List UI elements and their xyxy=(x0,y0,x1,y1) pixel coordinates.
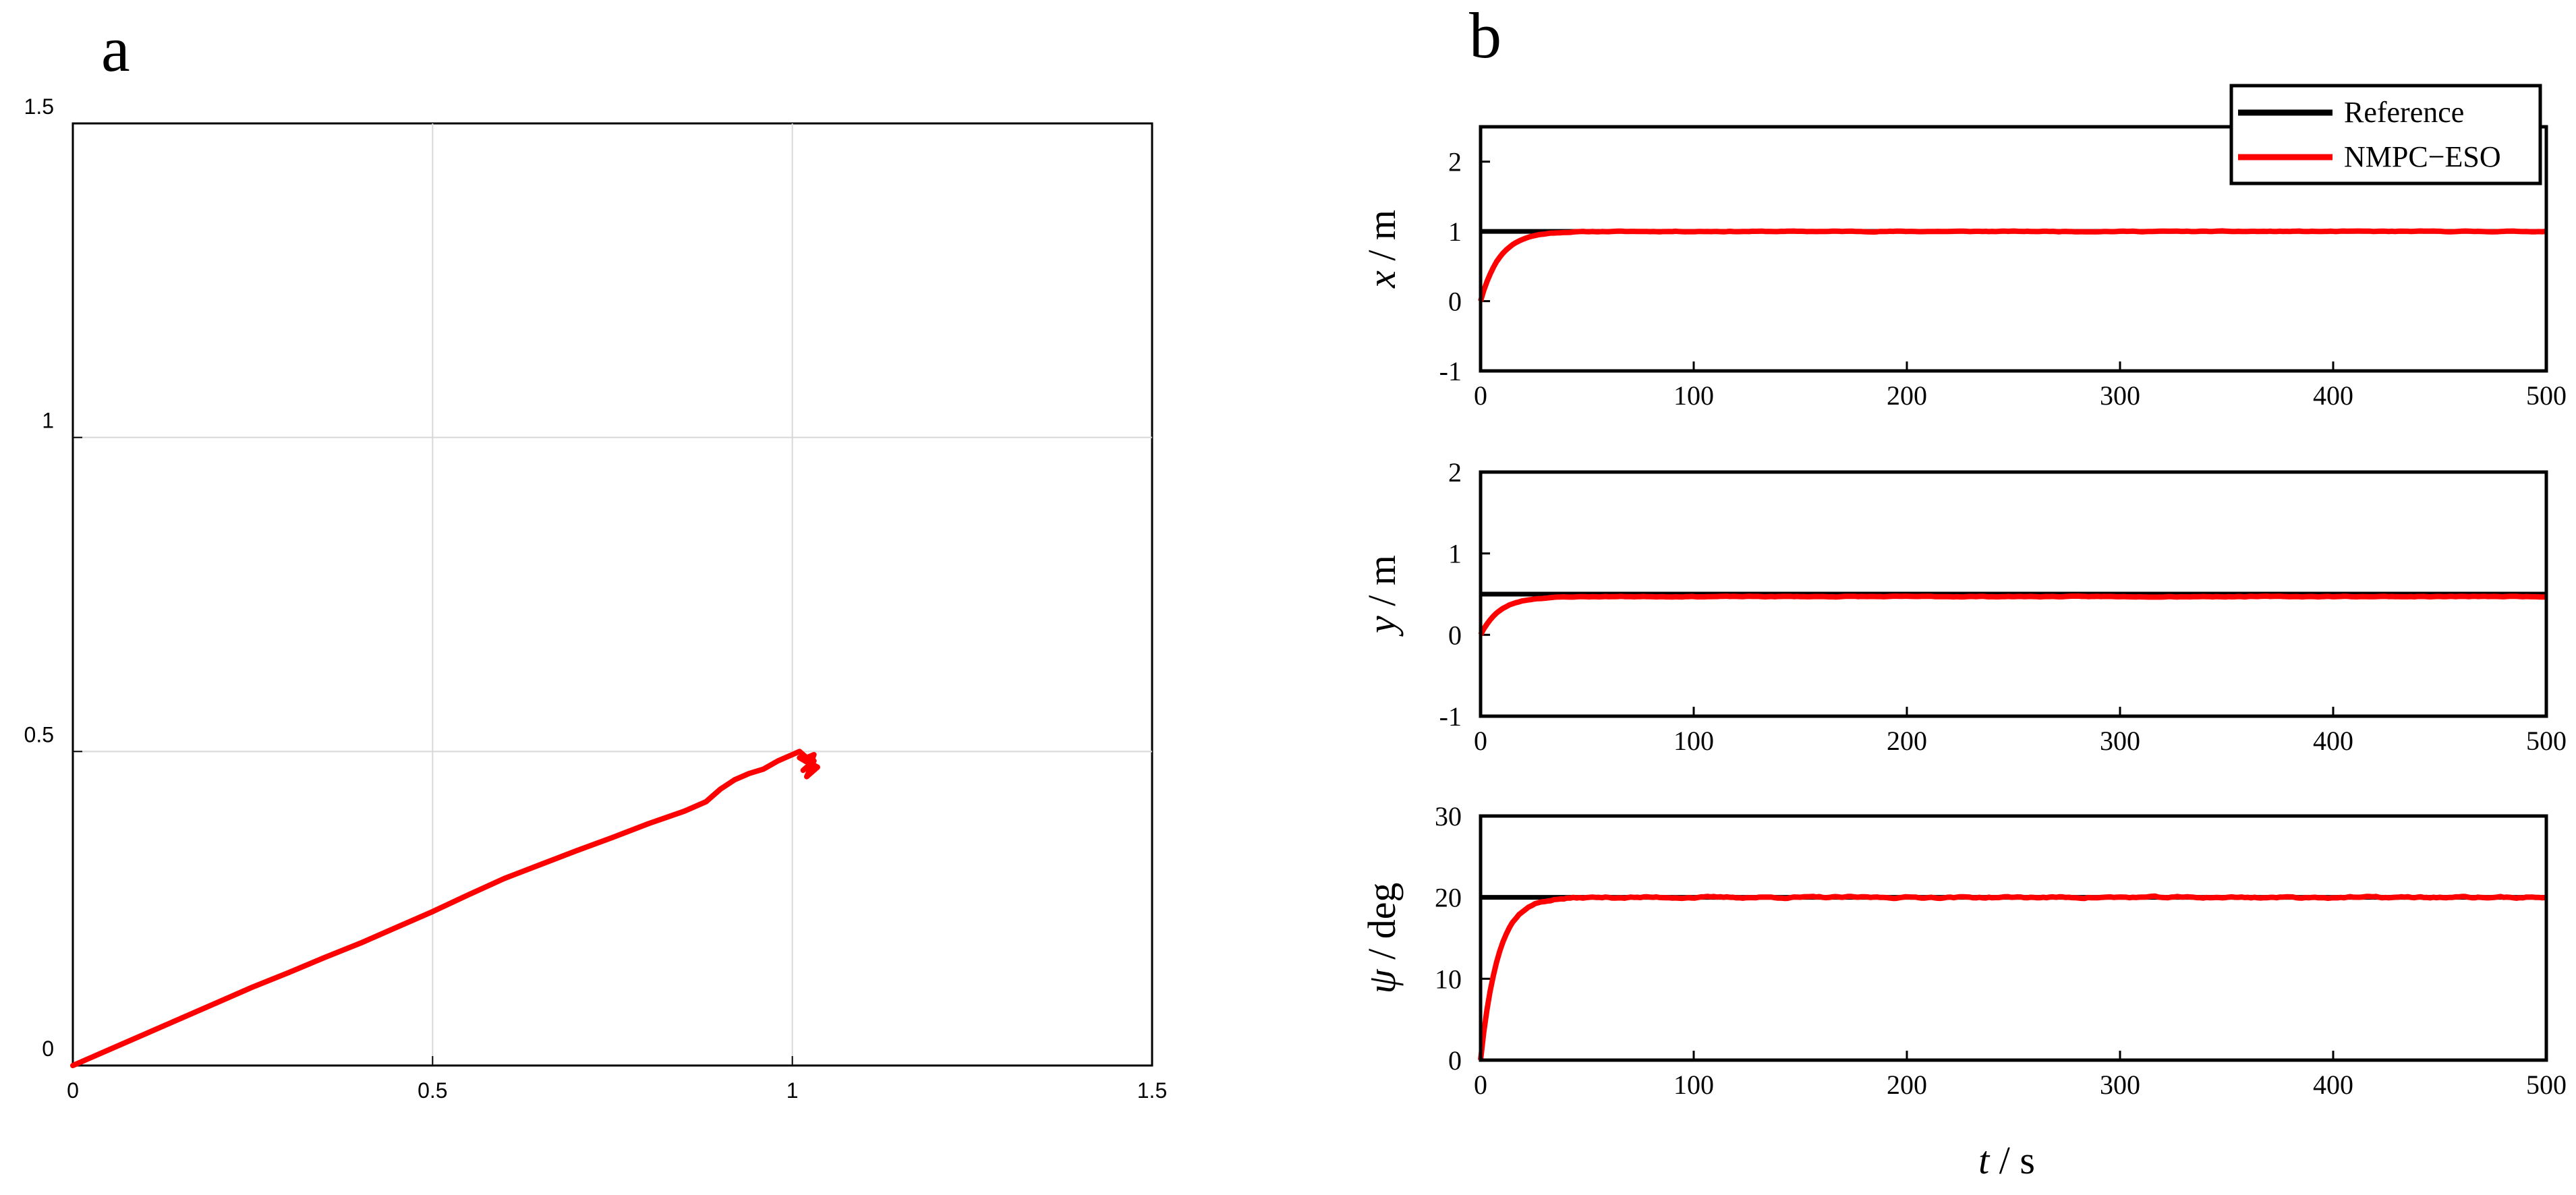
y-axis-label: ψ / deg xyxy=(1360,883,1404,994)
x-tick-label: 1 xyxy=(786,1078,799,1103)
legend-reference-label: Reference xyxy=(2344,96,2464,129)
y-axis-label-variable: y xyxy=(1360,616,1404,637)
y-tick-label: 0 xyxy=(1448,620,1462,650)
trajectory-line xyxy=(70,749,820,1068)
y-tick-label: 0 xyxy=(1448,287,1462,317)
panel-label-a: a xyxy=(101,13,130,85)
panel-label-b: b xyxy=(1469,0,1501,71)
x-tick-label: 100 xyxy=(1673,1070,1714,1100)
x-tick-label: 400 xyxy=(2313,380,2353,411)
y-tick-label: 30 xyxy=(1435,801,1462,832)
y-tick-label: 1.5 xyxy=(24,94,54,119)
y-tick-label: 0 xyxy=(1448,1045,1462,1076)
y-tick-label: -1 xyxy=(1439,356,1462,386)
y-tick-label: -1 xyxy=(1439,701,1462,732)
y-tick-label: 0.5 xyxy=(24,722,54,747)
y-tick-label: 20 xyxy=(1435,883,1462,913)
legend-box xyxy=(2229,84,2542,185)
subplot-frame xyxy=(1479,470,2548,718)
nmpc-eso-line xyxy=(1478,593,2546,637)
legend: Reference NMPC−ESO xyxy=(2229,84,2542,185)
x-tick-label: 0 xyxy=(67,1078,79,1103)
x-axis-label: t / s xyxy=(1978,1138,2035,1182)
y-tick-label: 2 xyxy=(1448,457,1462,488)
x-tick-label: 0.5 xyxy=(418,1078,447,1103)
x-tick-label: 400 xyxy=(2313,1070,2353,1100)
nmpc-eso-line xyxy=(1478,893,2546,1061)
x-tick-label: 1.5 xyxy=(1137,1078,1167,1103)
y-tick-label: 1 xyxy=(42,409,54,433)
plot-a-frame xyxy=(71,122,1153,1067)
plot-a-grid xyxy=(73,123,1152,1066)
heading-plot: 0 100 200 300 400 500 0 10 20 30 ψ / deg t / s xyxy=(1360,801,2567,1182)
y-axis-label-unit: / deg xyxy=(1360,883,1404,970)
x-position-plot: 0 100 200 300 400 500 -1 0 1 2 x / m xyxy=(1360,125,2567,411)
subplot-frame xyxy=(1479,125,2548,373)
x-axis-label-unit: / s xyxy=(1989,1138,2035,1182)
x-tick-label: 500 xyxy=(2526,726,2567,756)
y-position-plot: 0 100 200 300 400 500 -1 0 1 2 y / m xyxy=(1360,457,2567,756)
x-tick-label: 0 xyxy=(1474,726,1487,756)
x-tick-label: 300 xyxy=(2100,1070,2140,1100)
plot-a-tick-labels: 0 0.5 1 1.5 0 0.5 1 1.5 xyxy=(24,94,1168,1103)
x-tick-label: 0 xyxy=(1474,380,1487,411)
x-tick-label: 300 xyxy=(2100,380,2140,411)
trajectory-plot: 0 0.5 1 1.5 0 0.5 1 1.5 xyxy=(24,94,1168,1103)
y-tick-label: 2 xyxy=(1448,147,1462,177)
plot-a-series xyxy=(70,749,820,1068)
x-tick-label: 500 xyxy=(2526,1070,2567,1100)
y-tick-label: 10 xyxy=(1435,964,1462,994)
y-axis-label: y / m xyxy=(1360,555,1404,637)
nmpc-eso-line xyxy=(1478,228,2546,302)
x-tick-label: 500 xyxy=(2526,380,2567,411)
x-tick-label: 200 xyxy=(1887,1070,1927,1100)
y-axis-label: x / m xyxy=(1360,210,1404,289)
legend-nmpc-eso-label: NMPC−ESO xyxy=(2344,140,2501,173)
x-tick-label: 0 xyxy=(1474,1070,1487,1100)
x-tick-label: 300 xyxy=(2100,726,2140,756)
y-tick-label: 1 xyxy=(1448,216,1462,247)
y-axis-label-variable: ψ xyxy=(1360,968,1404,993)
y-tick-label: 0 xyxy=(42,1037,54,1061)
y-tick-label: 1 xyxy=(1448,539,1462,569)
x-tick-label: 400 xyxy=(2313,726,2353,756)
x-axis-label-variable: t xyxy=(1978,1138,1991,1182)
x-tick-label: 100 xyxy=(1673,726,1714,756)
plot-a-ticks xyxy=(72,123,1153,1066)
y-axis-label-variable: x xyxy=(1360,270,1404,289)
x-tick-label: 100 xyxy=(1673,380,1714,411)
subplot-frame xyxy=(1479,814,2548,1062)
x-tick-label: 200 xyxy=(1887,380,1927,411)
x-tick-label: 200 xyxy=(1887,726,1927,756)
y-axis-label-unit: / m xyxy=(1360,210,1404,270)
y-axis-label-unit: / m xyxy=(1360,555,1404,616)
